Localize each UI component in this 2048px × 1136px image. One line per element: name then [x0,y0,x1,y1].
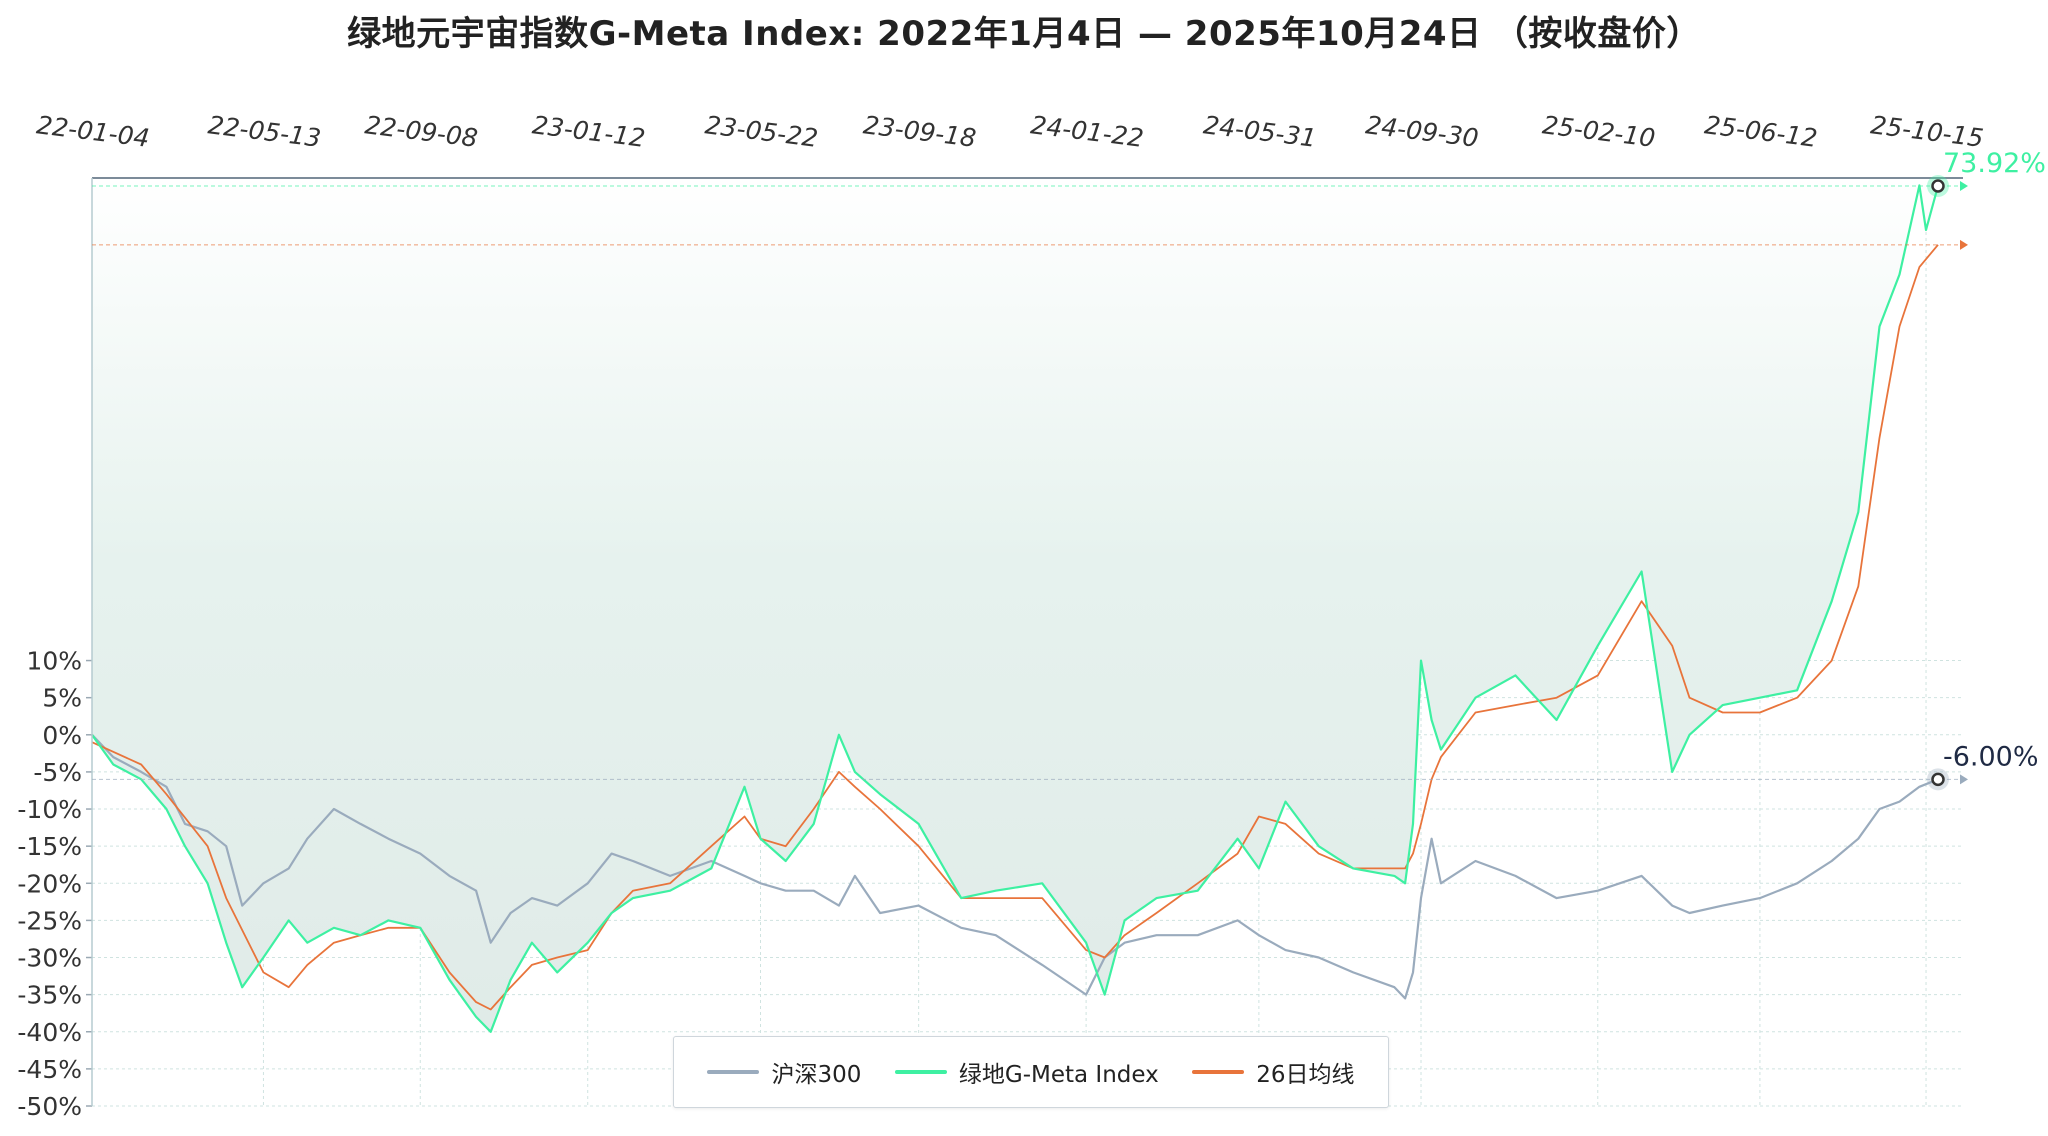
index-area-fill [92,178,1938,1032]
x-tick-label: 22-05-13 [206,110,322,153]
x-tick-label: 24-09-30 [1364,110,1480,153]
x-tick-label: 22-09-08 [363,110,479,153]
hs300-arrow [1960,774,1968,785]
y-tick-label: -50% [17,1092,82,1121]
y-tick-label: -5% [33,758,82,787]
legend-label-hs300: 沪深300 [771,1062,862,1088]
gmeta-arrow [1960,181,1968,192]
x-axis-ticks: 22-01-04 22-05-13 22-09-08 23-01-12 23-05-22… [35,110,1985,153]
legend: 沪深300 绿地G-Meta Index 26日均线 [673,1036,1389,1108]
series-line-gmeta [91,184,1940,1033]
hs300-end-label: -6.00% [1943,741,2039,772]
x-tick-label: 25-06-12 [1703,110,1819,153]
y-tick-label: -15% [17,832,82,861]
x-tick-label: 25-02-10 [1541,110,1657,153]
legend-label-ma26: 26日均线 [1256,1062,1355,1088]
gmeta-end-label: 73.92% [1943,148,2046,179]
y-tick-label: 10% [26,647,82,676]
legend-item-gmeta[interactable]: 绿地G-Meta Index [894,1055,1159,1089]
legend-label-gmeta: 绿地G-Meta Index [958,1062,1159,1088]
x-tick-label: 23-01-12 [531,110,647,153]
ma26-arrow [1960,239,1968,250]
legend-item-ma26[interactable]: 26日均线 [1192,1055,1355,1089]
y-tick-label: -40% [17,1018,82,1047]
x-tick-label: 25-10-15 [1869,110,1985,153]
legend-item-hs300[interactable]: 沪深300 [707,1055,861,1089]
x-tick-label: 24-05-31 [1202,110,1318,153]
hs300-marker [1931,772,1945,787]
legend-swatch-gmeta [894,1070,947,1074]
series-line-hs300 [91,734,1939,1000]
axes [86,177,1963,1107]
y-tick-label: -25% [17,906,82,935]
x-tick-label: 23-09-18 [862,110,978,153]
chart-title: 绿地元宇宙指数G-Meta Index: 2022年1月4日 — 2025年10… [347,14,1701,54]
legend-swatch-ma26 [1192,1070,1245,1074]
gmeta-marker [1931,179,1945,193]
x-tick-label: 24-01-22 [1029,110,1145,153]
y-tick-label: -30% [17,944,82,973]
y-tick-label: -20% [17,869,82,898]
y-tick-label: 5% [42,684,82,713]
index-area [92,178,1938,1032]
x-tick-label: 23-05-22 [703,110,819,153]
y-axis-ticks: 10% 5% 0% -5% -10% -15% -20% -25% -30% -35% -40% -4… [17,647,82,1121]
series-lines [91,184,1940,1033]
y-tick-label: 0% [42,721,82,750]
y-tick-label: -35% [17,981,82,1010]
legend-swatch-hs300 [707,1070,760,1074]
y-tick-label: -45% [17,1055,82,1084]
x-tick-label: 22-01-04 [35,110,151,153]
end-markers: -6.00% 73.92% [92,148,2046,791]
y-tick-label: -10% [17,795,82,824]
